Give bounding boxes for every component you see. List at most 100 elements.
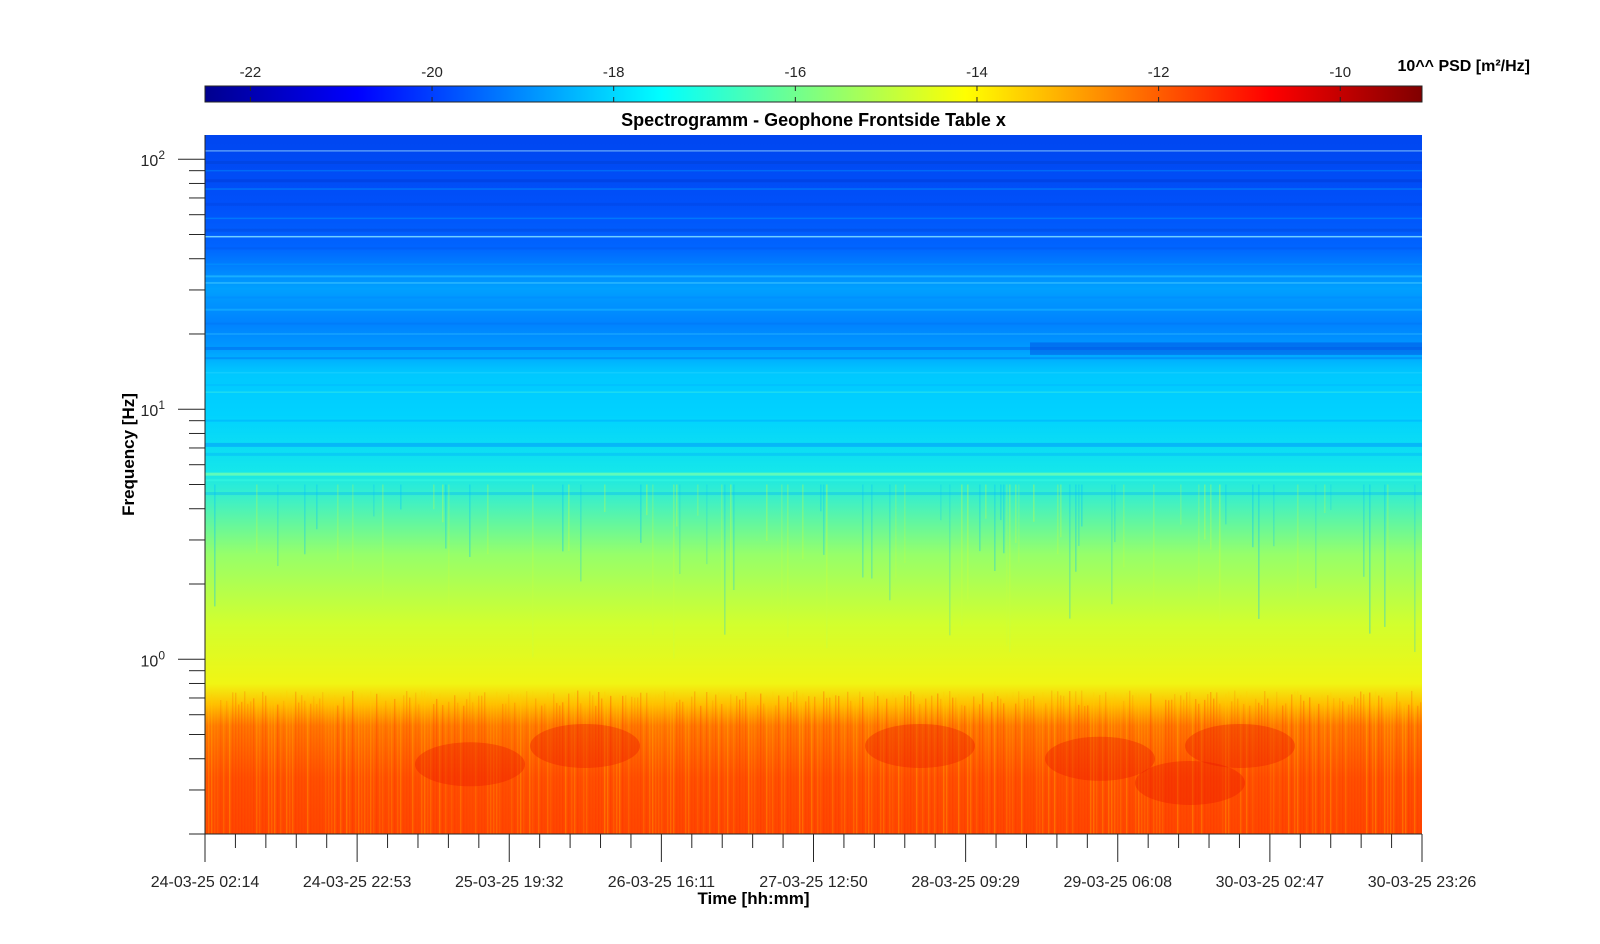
time-streak (1144, 697, 1146, 834)
time-streak (640, 692, 642, 834)
time-streak (259, 698, 261, 834)
time-streak (520, 693, 522, 834)
time-streak (1114, 484, 1116, 543)
time-streak (1099, 694, 1101, 834)
frequency-band (205, 282, 1422, 284)
colorbar-gradient (204, 85, 1423, 103)
time-streak (469, 484, 471, 557)
time-streak (703, 696, 705, 834)
time-streak (1297, 484, 1299, 598)
time-streak (1348, 704, 1350, 834)
time-streak (907, 696, 909, 834)
time-streak (1282, 705, 1284, 834)
time-streak (577, 690, 579, 834)
time-streak (337, 484, 339, 561)
time-streak (253, 698, 255, 834)
time-streak (1129, 690, 1131, 834)
time-streak (643, 700, 645, 834)
time-streak (223, 699, 225, 834)
time-streak (262, 691, 264, 834)
x-tick-label: 29-03-25 06:08 (1063, 874, 1172, 891)
time-streak (1198, 484, 1200, 599)
time-streak (268, 701, 270, 834)
time-streak (589, 691, 591, 834)
time-streak (319, 698, 321, 834)
time-streak (313, 696, 315, 834)
time-streak (445, 703, 447, 834)
time-streak (1264, 691, 1266, 834)
time-streak (1159, 701, 1161, 834)
time-streak (946, 695, 948, 834)
time-streak (940, 484, 942, 521)
time-streak (694, 691, 696, 834)
time-streak (265, 695, 267, 834)
time-streak (877, 695, 879, 834)
frequency-band (205, 275, 1422, 278)
time-streak (616, 699, 618, 834)
time-streak (1000, 698, 1002, 834)
time-streak (889, 484, 891, 601)
time-streak (1036, 693, 1038, 834)
time-streak (874, 691, 876, 834)
time-streak (1192, 700, 1194, 834)
time-streak (922, 694, 924, 834)
time-streak (631, 696, 633, 834)
time-streak (1018, 691, 1020, 834)
colorbar-tick-label: -16 (784, 64, 806, 81)
time-streak (1330, 692, 1332, 834)
time-streak (376, 693, 378, 834)
time-streak (547, 692, 549, 834)
time-streak (1387, 697, 1389, 834)
time-streak (391, 695, 393, 834)
time-streak (1234, 690, 1236, 834)
time-streak (1225, 693, 1227, 834)
time-streak (361, 693, 363, 834)
time-streak (517, 694, 519, 834)
time-streak (772, 691, 774, 834)
time-streak (220, 700, 222, 834)
time-streak (310, 703, 312, 834)
time-streak (580, 484, 582, 582)
time-streak (1330, 484, 1332, 510)
frequency-band (205, 419, 1422, 422)
time-streak (676, 484, 678, 527)
time-streak (493, 699, 495, 834)
time-streak (1321, 694, 1323, 834)
time-streak (1165, 699, 1167, 834)
time-streak (1183, 699, 1185, 834)
time-streak (1123, 484, 1125, 568)
time-streak (1258, 702, 1260, 834)
time-streak (1354, 696, 1356, 834)
time-streak (1381, 697, 1383, 834)
time-streak (787, 696, 789, 834)
time-streak (550, 693, 552, 834)
time-streak (388, 705, 390, 834)
time-streak (895, 697, 897, 834)
time-streak (1339, 698, 1341, 834)
colorbar-tick-label: -22 (240, 64, 262, 81)
x-tick-label: 30-03-25 02:47 (1216, 874, 1325, 891)
time-streak (1126, 693, 1128, 834)
time-streak (937, 693, 939, 834)
time-streak (1201, 699, 1203, 834)
time-streak (295, 691, 297, 834)
y-tick-base: 10 (141, 153, 159, 170)
time-streak (1024, 699, 1026, 834)
time-streak (1186, 692, 1188, 834)
time-streak (763, 703, 765, 834)
time-streak (850, 700, 852, 834)
time-streak (1324, 484, 1326, 514)
time-streak (451, 698, 453, 834)
frequency-band (205, 247, 1422, 250)
time-streak (583, 701, 585, 834)
time-streak (904, 695, 906, 834)
time-streak (754, 695, 756, 834)
frequency-band (205, 202, 1422, 206)
time-streak (304, 484, 306, 555)
time-streak (250, 701, 252, 834)
time-streak (802, 484, 804, 560)
y-tick-label: 100 (141, 648, 166, 670)
time-streak (1078, 704, 1080, 834)
time-streak (1219, 703, 1221, 834)
